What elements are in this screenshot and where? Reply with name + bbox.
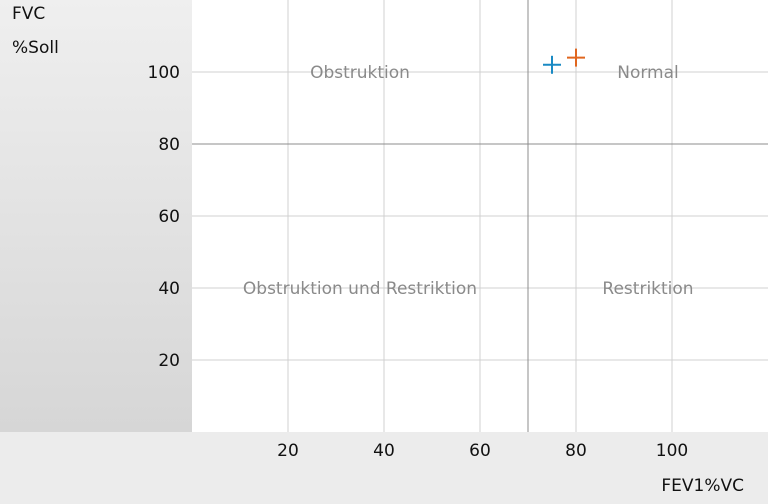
y-axis-panel [0,0,192,432]
y-tick-label: 40 [158,279,180,299]
y-axis-title: FVC [12,4,46,24]
data-points [543,48,585,74]
region-label: Obstruktion und Restriktion [243,279,477,299]
region-label: Normal [617,63,679,83]
region-label: Restriktion [602,279,693,299]
y-tick-label: 100 [148,63,180,83]
x-tick-label: 80 [565,441,587,461]
data-point [567,48,585,67]
region-label: Obstruktion [310,63,410,83]
x-axis-title: FEV1%VC [661,476,744,496]
x-axis-panel [0,432,768,504]
region-labels: Obstruktion Normal Obstruktion und Restrik… [243,63,694,299]
y-axis-unit: %Soll [12,38,59,58]
y-tick-label: 80 [158,135,180,155]
y-tick-label: 60 [158,207,180,227]
tick-labels: 20 40 60 80 100 20 40 60 80 100 [148,63,689,461]
x-tick-label: 40 [373,441,395,461]
data-point [543,55,561,74]
x-tick-label: 20 [277,441,299,461]
x-tick-label: 100 [656,441,688,461]
threshold-lines [192,0,768,432]
y-tick-label: 20 [158,351,180,371]
x-tick-label: 60 [469,441,491,461]
